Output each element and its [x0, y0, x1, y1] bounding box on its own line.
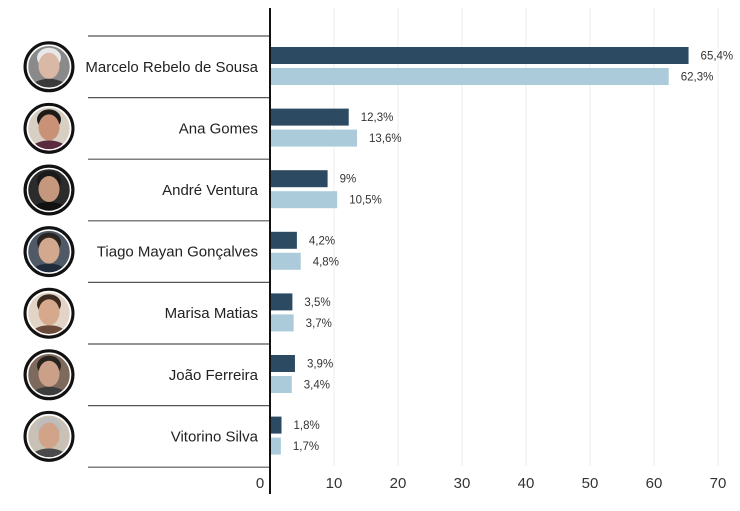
x-tick-label: 10 — [326, 475, 343, 492]
row-separators — [88, 35, 270, 468]
value-label: 1,7% — [293, 441, 319, 453]
bar — [270, 108, 349, 126]
category-label: Marisa Matias — [165, 305, 258, 322]
category-label: Marcelo Rebelo de Sousa — [85, 59, 258, 76]
bar — [270, 68, 669, 85]
joao-ferreira-avatar — [23, 349, 75, 401]
bar — [270, 416, 282, 434]
category-label: Ana Gomes — [179, 120, 258, 137]
x-tick-label: 60 — [646, 475, 663, 492]
tiago-mayan-goncalves-avatar — [23, 226, 75, 278]
marcelo-rebelo-de-sousa-avatar — [23, 41, 75, 93]
value-labels: 65,4% 62,3% 12,3% 13,6% 9% 10,5% 4,2% 4,8% 3,5% 3… — [293, 51, 733, 454]
andre-ventura-avatar — [23, 164, 75, 216]
bar — [270, 355, 295, 372]
category-label: João Ferreira — [169, 367, 259, 384]
value-label: 3,5% — [304, 297, 330, 309]
value-label: 3,4% — [304, 380, 330, 392]
bars — [270, 47, 689, 455]
category-label: Tiago Mayan Gonçalves — [97, 244, 258, 261]
category-label: Vitorino Silva — [171, 428, 259, 445]
value-label: 9% — [340, 174, 357, 186]
x-tick-label: 20 — [390, 475, 407, 492]
value-label: 4,8% — [313, 256, 339, 268]
ana-gomes-avatar — [23, 102, 75, 154]
bar — [270, 191, 338, 209]
x-tick-label: 30 — [454, 475, 471, 492]
category-labels: Marcelo Rebelo de Sousa Ana Gomes André Ve… — [85, 59, 258, 446]
value-label: 62,3% — [681, 72, 714, 84]
bar — [270, 293, 293, 311]
bar — [270, 129, 358, 147]
x-axis-ticks: 0 10 20 30 40 50 60 70 — [256, 475, 727, 492]
value-label: 65,4% — [701, 51, 734, 63]
value-label: 13,6% — [369, 133, 402, 145]
x-tick-label: 50 — [582, 475, 599, 492]
value-label: 3,9% — [307, 359, 333, 371]
value-label: 3,7% — [306, 318, 332, 330]
category-label: André Ventura — [162, 182, 259, 199]
bar — [270, 314, 294, 332]
bar — [270, 437, 281, 455]
value-label: 12,3% — [361, 112, 394, 124]
marisa-matias-avatar — [23, 287, 75, 339]
x-tick-label: 0 — [256, 475, 264, 492]
x-tick-label: 70 — [710, 475, 727, 492]
bar — [270, 47, 689, 64]
value-label: 10,5% — [349, 195, 382, 207]
value-label: 1,8% — [294, 420, 320, 432]
bar — [270, 170, 328, 188]
bar — [270, 252, 301, 270]
x-tick-label: 40 — [518, 475, 535, 492]
bar — [270, 231, 297, 249]
vitorino-silva-avatar — [23, 410, 75, 462]
avatars — [23, 41, 75, 462]
bar — [270, 376, 292, 393]
value-label: 4,2% — [309, 235, 335, 247]
